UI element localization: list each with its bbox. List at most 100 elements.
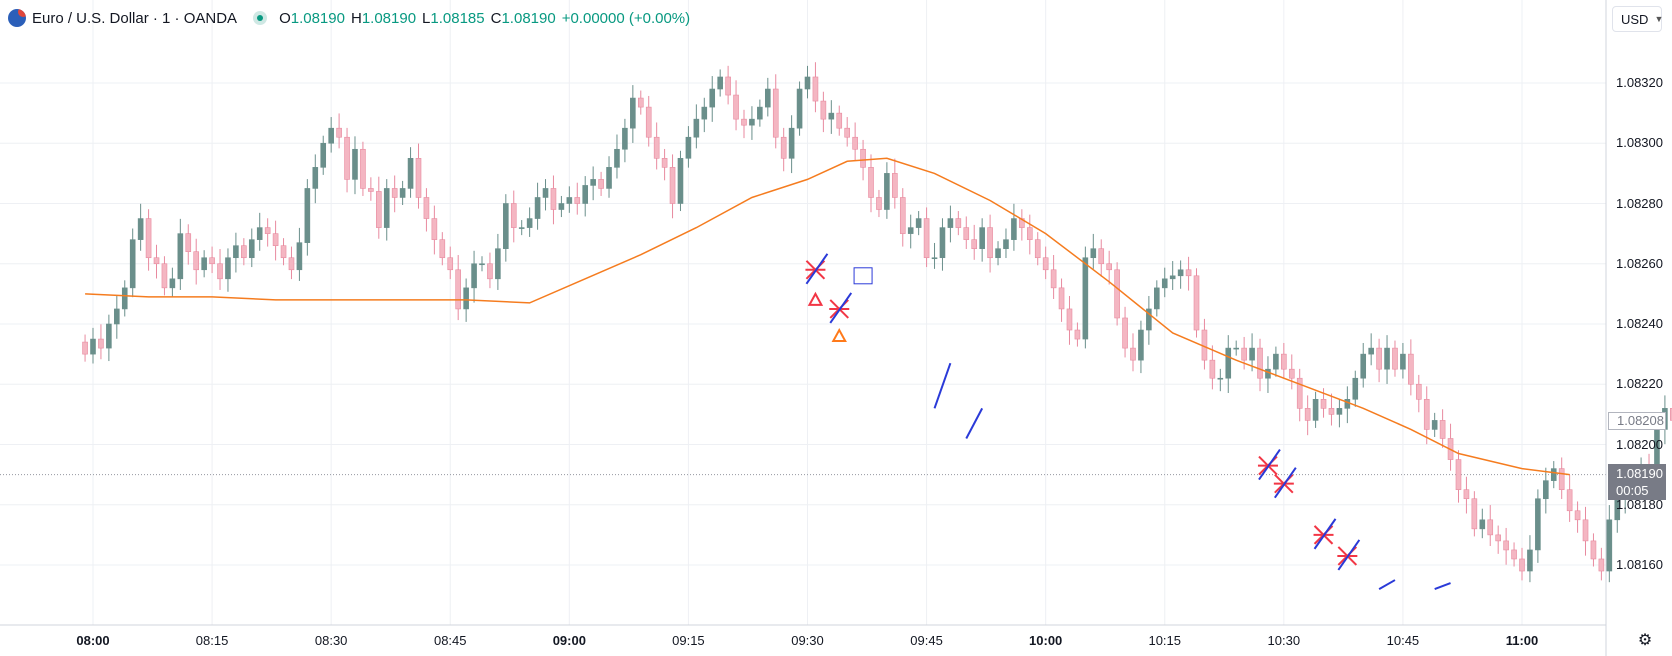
candle-body (677, 158, 684, 204)
candle-body (1154, 287, 1160, 310)
candle-body (1423, 399, 1430, 430)
price-tick-label: 1.08200 (1616, 436, 1663, 452)
candle-body (796, 88, 803, 129)
candle-body (1328, 408, 1335, 415)
candle-body (209, 257, 215, 265)
candle-body (137, 218, 144, 240)
candle-body (661, 158, 668, 168)
candle-body (1169, 275, 1176, 280)
candle-body (225, 257, 231, 280)
candle-body (344, 136, 350, 180)
grid (0, 0, 1606, 625)
candle-body (201, 257, 207, 271)
blue-square-marker (853, 267, 873, 285)
candle-body (455, 269, 461, 310)
candle-body (1185, 269, 1192, 277)
blue-slash-marker (1258, 449, 1281, 481)
candle-body (423, 197, 430, 219)
time-tick-label: 10:30 (1267, 633, 1301, 648)
candle-body (1273, 353, 1279, 370)
candle-body (169, 278, 176, 289)
candle-body (979, 227, 985, 249)
candle-body (836, 112, 843, 129)
candle-body (296, 242, 303, 271)
candle-body (622, 127, 628, 150)
candle-body (1193, 275, 1200, 331)
candle-body (931, 257, 938, 260)
candle-body (1415, 383, 1422, 400)
candle-body (645, 106, 652, 138)
candle-body (1050, 269, 1057, 289)
currency-select[interactable]: USD ▼ (1612, 6, 1663, 32)
candle-body (264, 227, 271, 234)
symbol-title[interactable]: Euro / U.S. Dollar · 1 · OANDA (32, 9, 238, 27)
candle-body (1566, 489, 1573, 512)
candle-body (320, 142, 327, 168)
candle-body (614, 148, 620, 168)
candle-body (145, 218, 152, 259)
candle-body (1146, 308, 1152, 331)
candle-body (447, 257, 454, 271)
candle-body (963, 227, 970, 240)
candle-body (725, 76, 731, 96)
candle-body (1487, 519, 1494, 536)
candle-body (550, 188, 557, 210)
candle-body (1392, 347, 1398, 370)
price-tick-label: 1.08300 (1616, 135, 1663, 151)
blue-slash-marker (1337, 539, 1361, 571)
candle-body (328, 127, 334, 144)
candle-body (971, 239, 978, 249)
candle-body (463, 287, 469, 310)
candle-body (1320, 399, 1327, 409)
candle-body (1495, 534, 1501, 542)
candle-body (860, 148, 866, 168)
candle-body (233, 245, 239, 259)
candle-body (1090, 248, 1097, 259)
ohlc-close-label: C (490, 9, 502, 27)
candle-body (820, 100, 827, 120)
last-price-label: 1.08190 00:05 (1608, 464, 1666, 500)
candle-body (574, 197, 581, 204)
time-tick-label: 11:00 (1505, 633, 1539, 648)
candle-body (1360, 353, 1367, 379)
ohlc-high-label: H (350, 9, 362, 27)
candle-body (288, 257, 295, 271)
time-tick-label: 09:45 (910, 633, 943, 648)
blue-slash-marker (829, 292, 853, 324)
candle-body (788, 127, 795, 159)
candle-body (1265, 368, 1271, 379)
candle-body (360, 148, 366, 189)
candle-body (1408, 353, 1414, 385)
candle-body (391, 188, 398, 198)
blue-slash-marker (965, 407, 984, 439)
candle-body (106, 323, 112, 349)
blue-slash-marker (1313, 518, 1337, 550)
candle-body (566, 197, 573, 204)
candle-body (1098, 248, 1105, 265)
candle-body (352, 148, 358, 180)
candle-body (368, 188, 374, 192)
market-status-icon[interactable] (253, 11, 268, 25)
time-tick-label: 10:15 (1148, 633, 1182, 648)
eur-usd-flag-icon (8, 9, 26, 27)
candle-body (923, 218, 930, 259)
price-tick-label: 1.08180 (1616, 496, 1663, 512)
candle-body (1082, 257, 1089, 340)
candle-body (1471, 498, 1478, 530)
candle-body (304, 188, 311, 243)
candle-body (439, 239, 446, 259)
blue-slash-marker (1434, 582, 1451, 591)
settings-gear-icon[interactable]: ⚙ (1637, 632, 1653, 649)
candle-body (503, 203, 509, 249)
candle-body (1177, 269, 1184, 277)
candle-body (510, 203, 517, 228)
candle-body (1034, 239, 1041, 259)
candle-body (399, 188, 406, 198)
candle-body (558, 203, 565, 210)
candle-body (606, 167, 612, 189)
candle-body (534, 197, 541, 219)
candle-body (637, 97, 644, 108)
currency-label: USD (1621, 11, 1649, 27)
